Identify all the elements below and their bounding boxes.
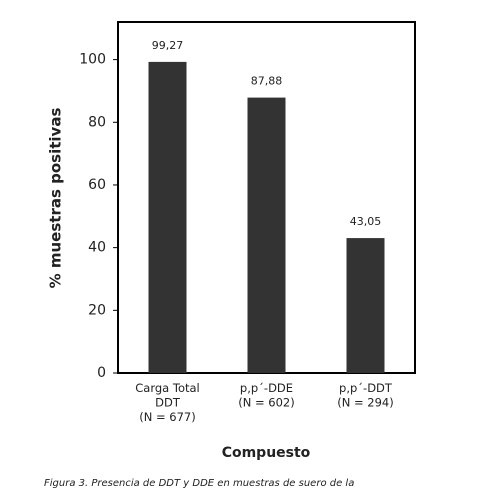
- x-axis-label: Compuesto: [222, 445, 311, 461]
- value-label: 87,88: [251, 75, 283, 88]
- x-tick-label: p,p´-DDT (N = 294): [337, 381, 393, 410]
- y-tick-label: 0: [97, 365, 106, 381]
- bar: [148, 61, 187, 374]
- x-tick-label: Carga Total DDT (N = 677): [135, 381, 199, 424]
- y-tick-label: 20: [88, 302, 106, 318]
- bar: [346, 238, 385, 373]
- y-tick-label: 100: [79, 52, 106, 68]
- y-tick-label: 60: [88, 177, 106, 193]
- value-label: 99,27: [152, 39, 184, 52]
- y-tick-label: 40: [88, 240, 106, 256]
- x-tick-label: p,p´-DDE (N = 602): [238, 381, 294, 410]
- y-axis-label: % muestras positivas: [47, 108, 65, 289]
- value-label: 43,05: [350, 215, 382, 228]
- y-tick-label: 80: [88, 114, 106, 130]
- bar: [247, 97, 286, 373]
- caption: Figura 3. Presencia de DDT y DDE en mues…: [44, 478, 354, 488]
